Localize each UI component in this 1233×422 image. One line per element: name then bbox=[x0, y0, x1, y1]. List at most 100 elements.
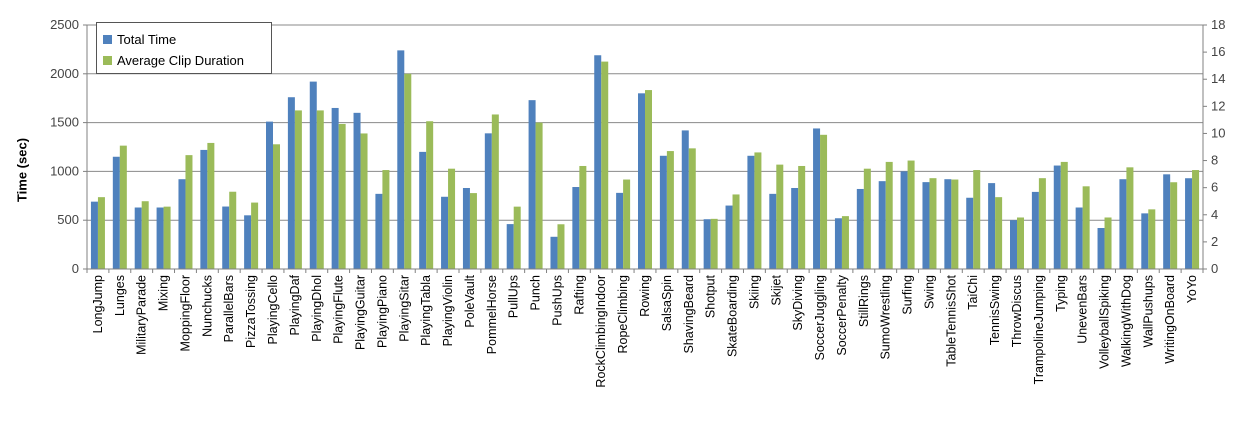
bar-average-clip-duration bbox=[995, 197, 1003, 269]
category-labels: LongJump Lunges MilitaryParade Mixing Moppin… bbox=[91, 274, 1199, 387]
bar-average-clip-duration bbox=[820, 134, 828, 269]
category-label: Skiing bbox=[747, 275, 761, 309]
bar-average-clip-duration bbox=[1170, 182, 1178, 269]
category-label: TennisSwing bbox=[988, 275, 1002, 345]
bar-total-time bbox=[638, 93, 645, 269]
bar-average-clip-duration bbox=[973, 170, 981, 269]
bar-total-time bbox=[1163, 174, 1171, 269]
bar-total-time bbox=[222, 206, 230, 269]
legend: Total Time Average Clip Duration bbox=[96, 22, 272, 74]
right-tick-label: 0 bbox=[1211, 261, 1218, 276]
bar-total-time bbox=[834, 218, 842, 269]
bar-total-time bbox=[616, 192, 624, 269]
bar-average-clip-duration bbox=[688, 148, 696, 269]
bar-total-time bbox=[703, 219, 711, 269]
bar-average-clip-duration bbox=[907, 160, 915, 269]
left-tick-label: 1500 bbox=[50, 115, 79, 130]
bar-average-clip-duration bbox=[1126, 167, 1134, 269]
category-label: Skijet bbox=[769, 274, 783, 305]
category-label: StillRings bbox=[857, 275, 871, 327]
category-label: Typing bbox=[1054, 275, 1068, 312]
bar-average-clip-duration bbox=[469, 193, 477, 269]
category-label: PlayingDaf bbox=[288, 274, 302, 335]
left-tick-label: 2500 bbox=[50, 17, 79, 32]
bar-average-clip-duration bbox=[207, 142, 215, 269]
bar-average-clip-duration bbox=[1082, 186, 1090, 269]
bar-total-time bbox=[484, 133, 492, 269]
bar-total-time bbox=[813, 128, 821, 269]
category-label: PlayingTabla bbox=[419, 275, 433, 346]
category-label: YoYo bbox=[1185, 275, 1199, 303]
bar-total-time bbox=[944, 179, 952, 269]
right-tick-label: 18 bbox=[1211, 17, 1225, 32]
bar-average-clip-duration bbox=[951, 179, 959, 269]
bar-total-time bbox=[572, 187, 580, 269]
bar-total-time bbox=[309, 81, 317, 269]
category-label: Surfing bbox=[901, 275, 915, 315]
bar-average-clip-duration bbox=[382, 170, 390, 269]
category-label: RockClimbingIndoor bbox=[594, 275, 608, 388]
bar-total-time bbox=[900, 171, 908, 269]
bar-total-time bbox=[747, 155, 755, 269]
category-label: WalkingWithDog bbox=[1119, 275, 1133, 367]
category-label: PushUps bbox=[550, 275, 564, 326]
bar-total-time bbox=[791, 187, 799, 269]
category-label: Shotput bbox=[704, 274, 718, 318]
legend-item-total-time: Total Time bbox=[103, 30, 176, 48]
bar-total-time bbox=[397, 50, 405, 269]
bars bbox=[90, 50, 1200, 270]
bar-total-time bbox=[244, 215, 252, 269]
legend-item-average-clip-duration: Average Clip Duration bbox=[103, 51, 244, 69]
right-tick-label: 8 bbox=[1211, 153, 1218, 168]
right-tick-label: 10 bbox=[1211, 125, 1225, 140]
bar-total-time bbox=[988, 183, 996, 269]
bar-average-clip-duration bbox=[885, 161, 893, 269]
category-label: VolleyballSpiking bbox=[1098, 275, 1112, 369]
category-label: PullUps bbox=[507, 275, 521, 318]
category-label: Mixing bbox=[157, 275, 171, 311]
category-label: PlayingFlute bbox=[332, 275, 346, 344]
category-label: WritingOnBoard bbox=[1163, 275, 1177, 364]
category-label: SkyDiving bbox=[791, 275, 805, 331]
bar-average-clip-duration bbox=[1060, 161, 1068, 269]
y-axis-label: Time (sec) bbox=[14, 137, 30, 203]
bar-average-clip-duration bbox=[448, 168, 456, 269]
category-label: Nunchucks bbox=[200, 275, 214, 337]
bar-average-clip-duration bbox=[623, 179, 631, 269]
bar-average-clip-duration bbox=[929, 178, 937, 269]
bar-average-clip-duration bbox=[1192, 170, 1200, 269]
category-label: PlayingCello bbox=[266, 275, 280, 345]
bar-total-time bbox=[769, 193, 777, 269]
bar-total-time bbox=[90, 201, 98, 269]
bar-total-time bbox=[1141, 213, 1149, 269]
left-tick-label: 1000 bbox=[50, 163, 79, 178]
left-tick-label: 0 bbox=[72, 261, 79, 276]
bar-average-clip-duration bbox=[557, 224, 565, 269]
category-label: PlayingPiano bbox=[375, 275, 389, 348]
category-label: TaiChi bbox=[966, 275, 980, 310]
bar-average-clip-duration bbox=[776, 164, 784, 269]
axes bbox=[86, 25, 1204, 273]
category-label: SalsaSpin bbox=[660, 275, 674, 331]
bar-average-clip-duration bbox=[732, 194, 740, 269]
bar-average-clip-duration bbox=[513, 206, 521, 269]
category-label: PommelHorse bbox=[485, 275, 499, 354]
category-label: WallPushups bbox=[1141, 275, 1155, 348]
bar-total-time bbox=[725, 205, 733, 269]
category-label: TrampolineJumping bbox=[1032, 275, 1046, 384]
right-tick-label: 4 bbox=[1211, 207, 1218, 222]
bar-average-clip-duration bbox=[360, 133, 368, 269]
bar-total-time bbox=[681, 130, 689, 269]
bar-average-clip-duration bbox=[841, 216, 849, 269]
category-label: SoccerPenalty bbox=[835, 274, 849, 355]
category-label: SumoWrestling bbox=[879, 275, 893, 360]
bar-total-time bbox=[1031, 191, 1039, 269]
bar-average-clip-duration bbox=[229, 191, 237, 269]
bar-total-time bbox=[353, 112, 361, 269]
right-tick-label: 12 bbox=[1211, 98, 1225, 113]
bar-total-time bbox=[287, 97, 295, 269]
bar-total-time bbox=[134, 207, 142, 269]
bar-average-clip-duration bbox=[119, 145, 127, 269]
bar-average-clip-duration bbox=[338, 123, 346, 269]
bar-average-clip-duration bbox=[1038, 178, 1046, 269]
